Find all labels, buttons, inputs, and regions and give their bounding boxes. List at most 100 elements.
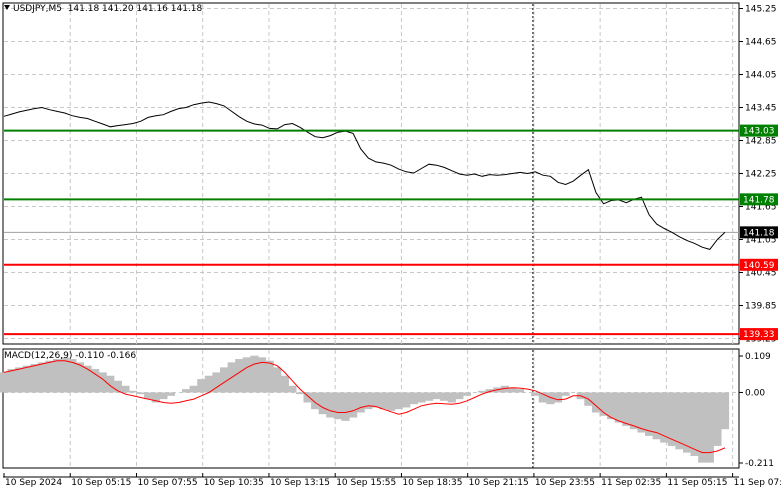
macd-histogram-bar — [83, 365, 92, 393]
macd-histogram-bar — [288, 385, 297, 393]
time-tick-label: 10 Sep 18:35 — [402, 478, 462, 488]
level-label: 141.78 — [743, 195, 775, 205]
macd-histogram-bar — [698, 392, 707, 463]
macd-histogram-bar — [30, 364, 39, 393]
macd-tick-label: 0.00 — [745, 388, 765, 398]
macd-histogram-bar — [356, 392, 365, 413]
price-tick-label: 143.45 — [745, 104, 777, 114]
time-tick-label: 10 Sep 15:55 — [336, 478, 396, 488]
price-tick-label: 144.65 — [745, 38, 777, 48]
macd-histogram-bar — [0, 372, 9, 393]
macd-histogram-bar — [144, 392, 153, 400]
macd-histogram-bar — [485, 389, 494, 393]
macd-tick-label: 0.109 — [745, 352, 771, 362]
macd-histogram-bar — [660, 392, 669, 443]
level-label-bg — [740, 258, 778, 271]
macd-histogram-bar — [417, 392, 426, 403]
macd-info: MACD(12,26,9) -0.110 -0.166 — [4, 351, 137, 361]
macd-histogram-bar — [106, 375, 115, 393]
macd-histogram-bar — [629, 392, 639, 430]
macd-histogram-bar — [652, 392, 661, 440]
macd-histogram-bar — [60, 357, 69, 393]
time-tick-label: 10 Sep 23:55 — [535, 478, 595, 488]
macd-histogram-bar — [553, 392, 563, 403]
macd-histogram-bar — [136, 392, 145, 395]
macd-histogram-bar — [667, 392, 676, 446]
macd-histogram-bar — [75, 362, 84, 393]
macd-histogram-bar — [326, 392, 335, 418]
level-label-bg — [740, 124, 778, 137]
current-price-label-bg — [740, 226, 778, 239]
macd-histogram-bar — [364, 392, 373, 410]
macd-histogram-bar — [455, 392, 464, 400]
macd-histogram-bar — [295, 392, 305, 395]
macd-tick-label: -0.211 — [745, 459, 774, 469]
macd-histogram-bar — [311, 392, 320, 410]
level-label: 139.33 — [743, 330, 775, 340]
macd-histogram-bar — [462, 392, 472, 396]
macd-histogram-bar — [637, 392, 646, 433]
macd-histogram-bar — [159, 392, 168, 400]
macd-histogram-bar — [128, 390, 138, 393]
macd-histogram-bar — [273, 367, 282, 393]
macd-histogram-bar — [409, 392, 418, 405]
macd-histogram-bar — [22, 365, 31, 393]
macd-histogram-bar — [166, 392, 176, 396]
macd-histogram-bar — [515, 389, 525, 393]
time-tick-label: 11 Sep 02:35 — [601, 478, 661, 488]
price-tick-label: 142.25 — [745, 170, 777, 180]
macd-histogram-bar — [151, 392, 160, 403]
macd-histogram-bar — [303, 392, 312, 403]
price-line — [3, 101, 726, 250]
macd-histogram-bar — [561, 392, 570, 396]
macd-histogram-bar — [257, 357, 267, 393]
dropdown-triangle-icon[interactable] — [4, 5, 10, 10]
macd-histogram-bar — [682, 392, 692, 453]
macd-histogram-bar — [424, 392, 434, 401]
macd-histogram-bar — [250, 355, 259, 393]
macd-histogram-bar — [705, 392, 714, 463]
time-tick-label: 10 Sep 13:15 — [270, 478, 330, 488]
price-tick-label: 141.05 — [745, 236, 777, 246]
time-tick-label: 10 Sep 07:55 — [137, 478, 197, 488]
macd-histogram-bar — [500, 385, 509, 393]
macd-histogram-bar — [675, 392, 684, 450]
macd-histogram-bar — [182, 389, 191, 393]
time-tick-label: 11 Sep 07:55 — [734, 478, 781, 488]
macd-histogram-bar — [15, 367, 24, 393]
macd-histogram-bar — [318, 392, 327, 415]
time-tick-label: 10 Sep 05:15 — [71, 478, 131, 488]
macd-histogram-bar — [432, 392, 441, 400]
macd-histogram-bar — [690, 392, 699, 456]
macd-histogram-bar — [622, 392, 631, 426]
macd-histogram-bar — [591, 392, 601, 413]
macd-histogram-bar — [204, 375, 214, 393]
macd-histogram-bar — [379, 392, 388, 410]
macd-histogram-bar — [645, 392, 654, 436]
price-tick-label: 142.85 — [745, 137, 777, 147]
macd-histogram-bar — [341, 392, 350, 421]
time-tick-label: 10 Sep 10:35 — [204, 478, 264, 488]
macd-signal-line — [3, 360, 726, 454]
macd-histogram-bar — [242, 357, 251, 393]
level-label-bg — [740, 328, 778, 341]
macd-histogram-bar — [7, 369, 16, 393]
macd-histogram-bar — [212, 372, 221, 393]
price-info: USDJPY,M5 141.18 141.20 141.16 141.18 — [4, 4, 202, 14]
price-tick-label: 139.85 — [745, 302, 777, 312]
macd-histogram-bar — [402, 392, 411, 408]
macd-histogram-bar — [90, 369, 100, 393]
time-tick-label: 10 Sep 2024 — [5, 478, 62, 488]
macd-histogram-bar — [98, 372, 107, 393]
macd-histogram-bar — [53, 359, 62, 393]
macd-histogram-bar — [235, 359, 244, 393]
macd-histogram-bar — [121, 385, 130, 393]
ohlc-values: 141.18 141.20 141.16 141.18 — [67, 4, 203, 14]
macd-histogram-bar — [265, 360, 274, 393]
macd-histogram-bar — [394, 392, 403, 410]
macd-histogram-bar — [538, 392, 547, 403]
macd-histogram-bar — [113, 380, 122, 393]
price-tick-label: 141.65 — [745, 203, 777, 213]
macd-histogram-bar — [531, 392, 540, 396]
